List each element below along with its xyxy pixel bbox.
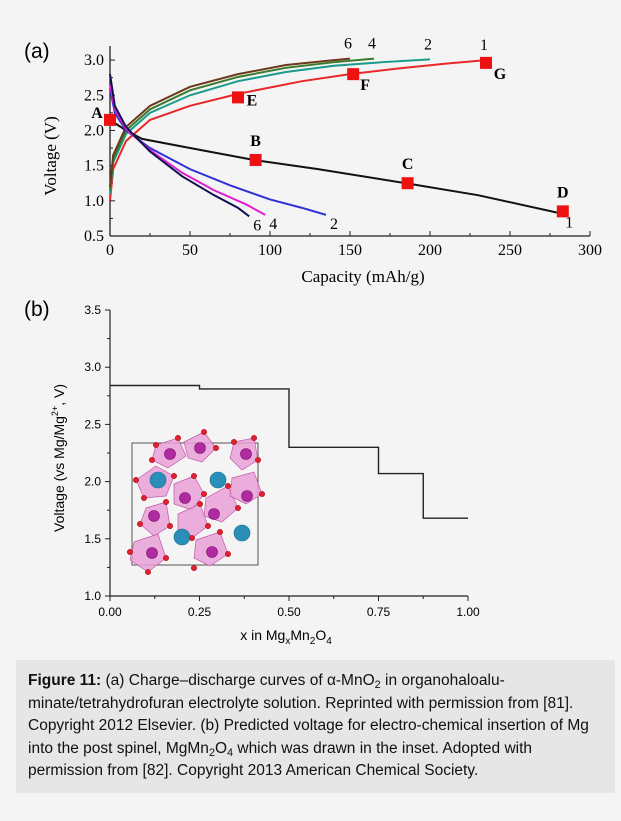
panel-a-series-line [109, 57, 375, 191]
panel-a-y-tick-label: 1.5 [84, 158, 104, 175]
panel-b-x-tick-label: 0.25 [188, 605, 212, 619]
panel-a-series-name: 2 [330, 216, 338, 233]
panel-a-series-name: 2 [424, 36, 432, 53]
panel-b-chart: (b) 0.00 0.25 0.50 0.75 1.00 1.0 1.5 2.0 2.5 3.0 3… [24, 298, 480, 647]
caption-label: Figure 11: [28, 672, 102, 689]
panel-a-marker [480, 56, 492, 69]
panel-a-marker-label: F [360, 77, 370, 94]
panel-b-label: (b) [24, 298, 50, 321]
panel-a-series-line [109, 58, 431, 194]
caption-text-2: in organohaloalu-minate/tetrahydrofuran … [28, 672, 589, 757]
post-spinel-structure-inset [126, 428, 265, 576]
caption-sub-1: 2 [374, 679, 381, 691]
panel-a-x-tick-label: 300 [578, 242, 602, 259]
panel-a-y-tick-label: 2.0 [84, 122, 104, 139]
panel-b-x-tick-label: 1.00 [456, 605, 480, 619]
caption-sub-3: 4 [227, 746, 234, 759]
panel-a-x-tick-label: 0 [106, 242, 114, 259]
panel-b-x-tick-label: 0.00 [98, 605, 122, 619]
panel-b-x-axis-label: x in MgxMn2O4 [240, 627, 332, 647]
panel-a-marker [249, 154, 262, 166]
panel-a-y-axis-label: Voltage (V) [41, 116, 60, 195]
panel-a-marker [232, 91, 244, 104]
panel-b-y-tick-label: 3.0 [84, 360, 101, 374]
panel-a-series-line [109, 57, 351, 187]
panel-a-x-tick-label: 150 [338, 242, 362, 259]
panel-b-voltage-step-line [110, 384, 468, 519]
panel-a-marker-label: E [247, 92, 258, 109]
panel-a-y-tick-label: 2.5 [84, 87, 104, 104]
panel-a-x-axis-label: Capacity (mAh/g) [301, 267, 424, 286]
panel-b-y-tick-label: 2.5 [84, 417, 101, 431]
panel-a-marker-label: B [250, 133, 261, 150]
o-atoms [126, 428, 265, 576]
panel-a-marker-label: A [91, 105, 103, 122]
panel-a-x-tick-label: 250 [498, 242, 522, 259]
panel-a-x-tick-label: 100 [258, 242, 282, 259]
panel-a-series-name: 4 [269, 216, 277, 233]
panel-a-x-tick-label: 200 [418, 242, 442, 259]
panel-a-marker [401, 177, 414, 190]
panel-b-y-axis-label: Voltage (vs Mg/Mg2+, V) [50, 384, 67, 532]
panel-a-series-line [109, 84, 266, 216]
panel-a-series-name: 1 [565, 214, 573, 231]
caption-text-4: which was drawn in the inset. Adopted wi… [28, 739, 533, 780]
caption-text-1: (a) Charge–discharge curves of α-MnO [101, 672, 375, 689]
panel-a-series-name: 6 [253, 217, 261, 234]
panel-a-series-line [109, 88, 327, 216]
panel-a-marker [556, 205, 569, 218]
panel-a-label: (a) [24, 40, 50, 63]
panel-b-x-tick-label: 0.50 [277, 605, 301, 619]
panel-a-y-tick-label: 0.5 [84, 228, 104, 245]
panel-a-series-name: 1 [480, 37, 488, 54]
panel-a-y-tick-label: 3.0 [84, 52, 104, 69]
panel-a-marker-label: G [494, 66, 507, 83]
panel-a-series-line [109, 73, 250, 218]
panel-a-axes: 0 50 100 150 200 250 300 0.5 1.0 1.5 2.0 2.5 3.0 [84, 46, 602, 259]
panel-b-y-tick-label: 1.0 [84, 589, 101, 603]
panel-a-series-name: 6 [344, 36, 352, 53]
panel-b-y-tick-label: 1.5 [84, 532, 101, 546]
caption-sub-2: 2 [208, 746, 215, 759]
caption-text-3: O [214, 739, 228, 757]
figure-caption: Figure 11: (a) Charge–discharge curves o… [16, 660, 615, 793]
mn-atoms [146, 442, 253, 559]
panel-a-series-line [109, 119, 562, 215]
panel-b-axes: 0.00 0.25 0.50 0.75 1.00 1.0 1.5 2.0 2.5 3.0 3.5 [84, 303, 480, 619]
panel-b-y-tick-label: 2.0 [84, 475, 101, 489]
panel-a-marker-label: C [402, 156, 414, 173]
panel-a-marker-label: D [557, 184, 569, 201]
panel-a-series-line [109, 59, 487, 201]
panel-a-chart: (a) 0 50 100 150 200 250 300 0.5 1.0 1.5 2.0 2.5 3.0… [24, 36, 602, 286]
panel-a-x-tick-label: 50 [182, 242, 198, 259]
panel-a-marker [104, 113, 116, 126]
panel-b-x-tick-label: 0.75 [367, 605, 391, 619]
panel-b-y-tick-label: 3.5 [84, 303, 101, 317]
panel-a-marker [347, 68, 360, 81]
panel-a-series-name: 4 [368, 36, 376, 53]
panel-a-markers: A B C D E F G [91, 56, 569, 218]
panel-a-y-tick-label: 1.0 [84, 193, 104, 210]
